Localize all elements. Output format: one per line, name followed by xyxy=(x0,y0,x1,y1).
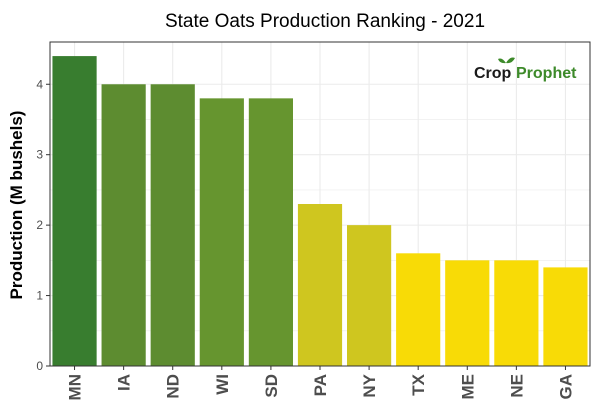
bar-ny xyxy=(347,225,392,366)
x-tick-label: SD xyxy=(262,374,281,398)
cropprophet-logo: Crop Prophet xyxy=(474,57,577,82)
bar-ne xyxy=(494,260,539,366)
x-tick-label: WI xyxy=(213,374,232,395)
x-tick-label: MN xyxy=(66,374,85,400)
x-tick-label: ND xyxy=(164,374,183,399)
y-tick-label: 0 xyxy=(36,359,43,373)
x-tick-label: ME xyxy=(458,374,477,400)
bar-nd xyxy=(150,84,195,367)
bar-wi xyxy=(199,98,244,366)
y-tick-label: 1 xyxy=(36,289,43,303)
x-tick-label: NE xyxy=(507,374,526,398)
y-axis-label: Production (M bushels) xyxy=(7,111,26,300)
x-tick-label: PA xyxy=(311,374,330,396)
bar-ga xyxy=(543,267,588,366)
x-tick-label: IA xyxy=(115,374,134,391)
logo-crop-text: Crop xyxy=(474,65,512,82)
bar-mn xyxy=(52,56,97,367)
logo-sprout-icon xyxy=(498,57,515,64)
bar-me xyxy=(445,260,490,366)
bar-sd xyxy=(248,98,293,366)
x-tick-label: GA xyxy=(556,374,575,400)
x-tick-label: TX xyxy=(409,373,428,395)
logo-prophet-text: Prophet xyxy=(516,65,577,82)
x-tick-label: NY xyxy=(360,373,379,397)
y-tick-label: 2 xyxy=(36,218,43,232)
bar-ia xyxy=(101,84,146,367)
y-tick-label: 4 xyxy=(36,77,43,91)
bar-tx xyxy=(396,253,441,366)
y-tick-label: 3 xyxy=(36,148,43,162)
plot-area: 0 1 2 3 4 MN IA ND WI SD PA NY TX ME NE GA xyxy=(36,41,591,400)
chart-title: State Oats Production Ranking - 2021 xyxy=(165,11,485,32)
bar-pa xyxy=(297,204,343,366)
